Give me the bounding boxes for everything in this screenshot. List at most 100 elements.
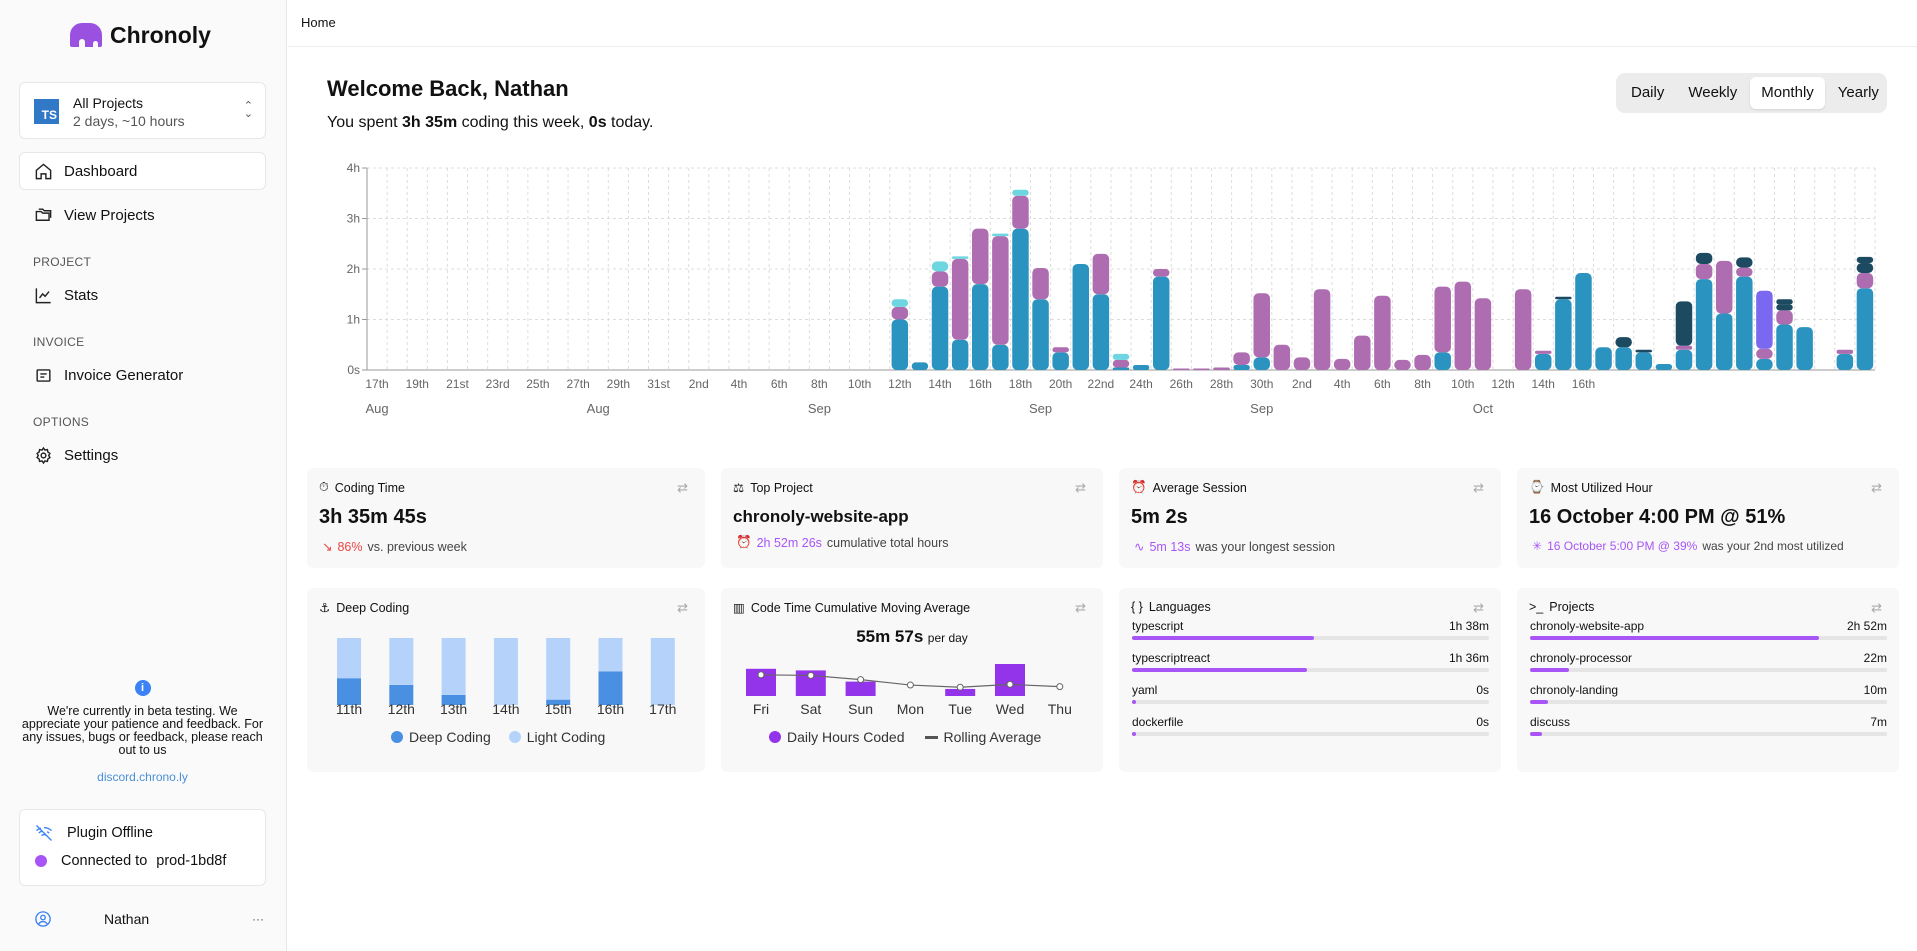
project-name: discuss <box>1530 715 1571 729</box>
moving-average-legend: Daily Hours Coded Rolling Average <box>769 729 1041 745</box>
user-menu[interactable]: Nathan ··· <box>34 908 264 930</box>
project-row[interactable]: chronoly-website-app 2h 52m <box>1530 619 1887 640</box>
swap-icon[interactable]: ⇄ <box>677 480 688 495</box>
week-time: 3h 35m <box>402 114 458 131</box>
chart-bar-segment <box>1776 324 1793 370</box>
page-title: Welcome Back, Nathan <box>327 76 569 101</box>
moving-average-x-label: Fri <box>752 701 770 717</box>
section-label-project: PROJECT <box>33 255 92 269</box>
chart-bar-segment <box>1615 347 1632 370</box>
home-icon <box>35 162 52 179</box>
month-label: Sep <box>808 401 831 416</box>
daily-hours-bar <box>845 681 876 696</box>
x-tick-label: 23rd <box>486 377 510 391</box>
line-chart-icon <box>35 287 51 303</box>
project-bar-track <box>1530 668 1887 672</box>
tab-yearly[interactable]: Yearly <box>1837 84 1879 101</box>
swap-icon[interactable]: ⇄ <box>1075 480 1086 495</box>
deep-coding-legend: Deep Coding Light Coding <box>391 729 605 745</box>
tab-monthly[interactable]: Monthly <box>1750 77 1825 109</box>
rolling-average-point <box>807 671 815 679</box>
second-utilized-text: was your 2nd most utilized <box>1702 539 1844 553</box>
swap-icon[interactable]: ⇄ <box>1871 600 1882 615</box>
language-row[interactable]: dockerfile 0s <box>1132 715 1489 736</box>
plugin-offline-row: Plugin Offline <box>35 824 153 842</box>
projects-card: >_ Projects ⇄ chronoly-website-app 2h 52m c… <box>1517 588 1899 772</box>
typescript-icon: TS <box>34 99 59 124</box>
x-tick-label: 6th <box>771 377 788 391</box>
deep-coding-x-label: 17th <box>649 701 677 717</box>
coding-time-card: ⏱ Coding Time ⇄ 3h 35m 45s ↘ 86% vs. previo… <box>307 468 705 568</box>
tab-daily[interactable]: Daily <box>1631 84 1665 101</box>
language-row[interactable]: typescript 1h 38m <box>1132 619 1489 640</box>
tab-weekly[interactable]: Weekly <box>1688 84 1738 101</box>
project-bar-fill <box>1530 668 1570 672</box>
x-tick-label: 29th <box>607 377 630 391</box>
nav-settings[interactable]: Settings <box>19 436 266 474</box>
top-project-hours: ⏰ 2h 52m 26s cumulative total hours <box>736 535 949 550</box>
chart-bar-segment <box>1534 353 1552 370</box>
anchor-icon: ⚓ <box>319 601 331 615</box>
chart-bar-segment <box>1695 252 1713 264</box>
most-utilized-value: 16 October 4:00 PM @ 51% <box>1529 506 1786 528</box>
moving-average-card: ▥ Code Time Cumulative Moving Average ⇄ 5… <box>721 588 1103 772</box>
chart-bar-segment <box>1454 281 1472 370</box>
swap-icon[interactable]: ⇄ <box>1871 480 1882 495</box>
connection-row: Connected to prod-1bd8f <box>35 853 226 869</box>
most-utilized-title: Most Utilized Hour <box>1550 480 1653 495</box>
language-row[interactable]: yaml 0s <box>1132 683 1489 704</box>
chart-bar-segment <box>951 258 969 340</box>
swap-icon[interactable]: ⇄ <box>1473 600 1484 615</box>
x-tick-label: 12th <box>1491 377 1514 391</box>
swap-icon[interactable]: ⇄ <box>1075 600 1086 615</box>
language-name: typescript <box>1132 619 1184 633</box>
x-tick-label: 31st <box>647 377 670 391</box>
chart-bar-segment <box>1052 352 1069 370</box>
deep-coding-chart <box>337 638 675 705</box>
chart-bar-segment <box>931 261 949 272</box>
discord-link[interactable]: discord.chrono.ly <box>97 770 188 784</box>
chart-bar-segment <box>891 306 909 320</box>
moving-average-x-label: Sun <box>848 701 874 717</box>
x-tick-label: 19th <box>406 377 429 391</box>
x-tick-label: 16th <box>969 377 992 391</box>
legend-swatch-light <box>508 731 521 743</box>
deep-coding-bar-segment <box>598 638 623 672</box>
nav-invoice-generator[interactable]: Invoice Generator <box>19 356 266 394</box>
chart-bar-segment <box>1152 269 1170 277</box>
nav-dashboard[interactable]: Dashboard <box>19 152 266 190</box>
chart-bar-segment <box>1715 260 1733 314</box>
chart-bar-segment <box>972 284 989 370</box>
project-row[interactable]: chronoly-processor 22m <box>1530 651 1887 672</box>
project-selector[interactable]: TS All Projects 2 days, ~10 hours ⌃ ⌄ <box>19 82 266 139</box>
month-label: Sep <box>1250 401 1273 416</box>
connection-dot-icon <box>35 855 47 867</box>
chart-bar-segment <box>1695 263 1713 280</box>
language-row[interactable]: typescriptreact 1h 36m <box>1132 651 1489 672</box>
chart-bar-segment <box>891 299 909 307</box>
breadcrumb[interactable]: Home <box>301 15 336 30</box>
chart-bar-segment <box>972 228 989 285</box>
today-time: 0s <box>588 114 607 131</box>
chart-bar-segment <box>1756 290 1773 349</box>
swap-icon[interactable]: ⇄ <box>1473 480 1484 495</box>
project-bar-fill <box>1530 732 1543 736</box>
swap-icon[interactable]: ⇄ <box>677 600 688 615</box>
nav-stats[interactable]: Stats <box>19 276 266 314</box>
project-name: chronoly-processor <box>1530 651 1633 665</box>
x-tick-label: 14th <box>1532 377 1555 391</box>
moving-average-figure: 55m 57s per day <box>721 627 1103 647</box>
chart-bar-segment <box>911 362 929 370</box>
app-logo[interactable]: Chronoly <box>70 20 211 50</box>
chart-bar-segment <box>1756 358 1773 370</box>
project-row[interactable]: discuss 7m <box>1530 715 1887 736</box>
x-tick-label: 4th <box>731 377 748 391</box>
app-name: Chronoly <box>110 21 211 48</box>
sidebar: Chronoly TS All Projects 2 days, ~10 hou… <box>0 0 287 951</box>
project-row[interactable]: chronoly-landing 10m <box>1530 683 1887 704</box>
nav-view-projects[interactable]: View Projects <box>19 196 266 234</box>
chart-bar-segment <box>1655 363 1673 370</box>
x-tick-label: 25th <box>526 377 549 391</box>
chart-bar-segment <box>1394 359 1411 370</box>
more-options-icon[interactable]: ··· <box>252 912 264 926</box>
